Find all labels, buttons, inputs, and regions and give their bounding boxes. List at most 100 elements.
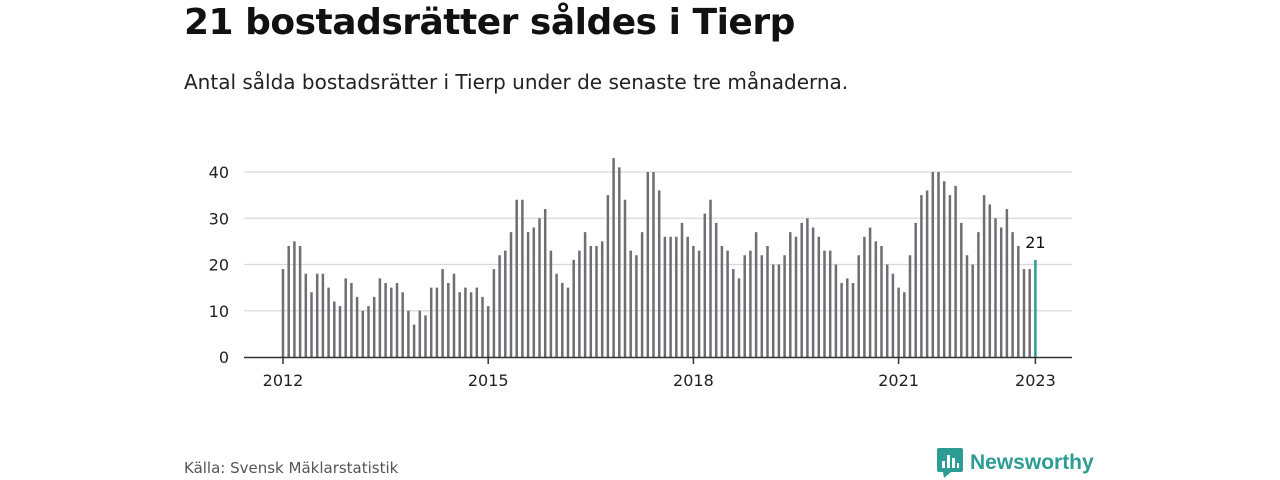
bar xyxy=(361,310,365,357)
bar xyxy=(355,296,359,357)
bar xyxy=(817,236,821,357)
bar xyxy=(697,250,701,357)
bar xyxy=(1005,209,1009,357)
bar xyxy=(834,264,838,357)
bar xyxy=(298,246,302,357)
bar xyxy=(920,195,923,357)
bar xyxy=(418,310,422,357)
bar xyxy=(640,232,644,357)
bar xyxy=(988,204,992,357)
bar xyxy=(846,278,849,357)
bar xyxy=(481,296,484,357)
bar xyxy=(783,255,786,357)
source-note: Källa: Svensk Mäklarstatistik xyxy=(184,459,399,477)
highlighted-bar xyxy=(1034,259,1037,357)
bar xyxy=(874,241,878,357)
bar xyxy=(464,287,467,357)
bar xyxy=(999,227,1003,357)
bar xyxy=(618,167,621,357)
bar xyxy=(891,273,895,357)
bar xyxy=(447,283,450,357)
bar xyxy=(561,283,564,357)
bar xyxy=(424,315,427,357)
bar xyxy=(310,292,313,357)
bar xyxy=(749,250,752,357)
bar xyxy=(908,255,912,357)
bar xyxy=(412,324,416,357)
bar xyxy=(543,209,547,357)
bar xyxy=(401,292,404,357)
bar xyxy=(555,273,558,357)
bar xyxy=(806,218,809,357)
bar xyxy=(475,287,479,357)
newsworthy-logo[interactable]: Newsworthy xyxy=(937,448,1094,478)
bar xyxy=(486,306,490,357)
bar xyxy=(942,181,946,357)
bar xyxy=(395,283,399,357)
bar xyxy=(675,236,678,357)
bar xyxy=(492,269,496,357)
y-tick-label: 20 xyxy=(209,256,229,275)
bar xyxy=(304,273,308,357)
x-tick-label: 2012 xyxy=(263,371,304,390)
bar xyxy=(743,255,746,357)
bar xyxy=(840,283,843,357)
bar xyxy=(851,283,855,357)
bar xyxy=(344,278,347,357)
bar xyxy=(960,222,963,357)
bar xyxy=(857,255,860,357)
bar xyxy=(338,306,342,357)
chart-title: 21 bostadsrätter såldes i Tierp xyxy=(184,2,795,43)
bar xyxy=(1017,246,1020,357)
bar xyxy=(350,283,353,357)
bar xyxy=(811,227,815,357)
bar xyxy=(828,250,832,357)
bar xyxy=(789,232,792,357)
bar xyxy=(994,218,997,357)
bar xyxy=(657,190,661,357)
bar xyxy=(635,255,638,357)
bar xyxy=(1022,269,1026,357)
bar xyxy=(948,195,952,357)
bar xyxy=(726,250,729,357)
bar xyxy=(977,232,980,357)
bar xyxy=(515,199,518,357)
bar xyxy=(863,236,866,357)
bar xyxy=(378,278,382,357)
bar xyxy=(372,296,376,357)
bar xyxy=(709,199,712,357)
data-label: 21 xyxy=(1025,233,1045,252)
bar xyxy=(794,236,798,357)
y-tick-label: 30 xyxy=(209,209,229,228)
bar xyxy=(703,213,707,357)
bar xyxy=(429,287,433,357)
bar xyxy=(321,273,325,357)
bar xyxy=(982,195,986,357)
bar xyxy=(754,232,758,357)
x-tick-label: 2015 xyxy=(468,371,509,390)
bar xyxy=(686,236,689,357)
bar xyxy=(669,236,672,357)
chart-subtitle: Antal sålda bostadsrätter i Tierp under … xyxy=(184,70,849,94)
bar xyxy=(737,278,741,357)
x-tick-label: 2023 xyxy=(1015,371,1056,390)
bar xyxy=(965,255,969,357)
bar xyxy=(823,250,826,357)
bar xyxy=(1011,232,1014,357)
bar xyxy=(509,232,513,357)
bar xyxy=(498,255,501,357)
bar xyxy=(549,250,553,357)
bar xyxy=(663,236,667,357)
bar xyxy=(315,273,319,357)
bar xyxy=(452,273,456,357)
bar xyxy=(589,246,593,357)
bar xyxy=(469,292,473,357)
bar xyxy=(572,259,575,357)
x-tick-label: 2021 xyxy=(878,371,919,390)
bar xyxy=(390,287,393,357)
bar xyxy=(407,310,410,357)
bar xyxy=(652,172,655,357)
bar xyxy=(435,287,439,357)
bar xyxy=(629,250,632,357)
bar xyxy=(367,306,370,357)
